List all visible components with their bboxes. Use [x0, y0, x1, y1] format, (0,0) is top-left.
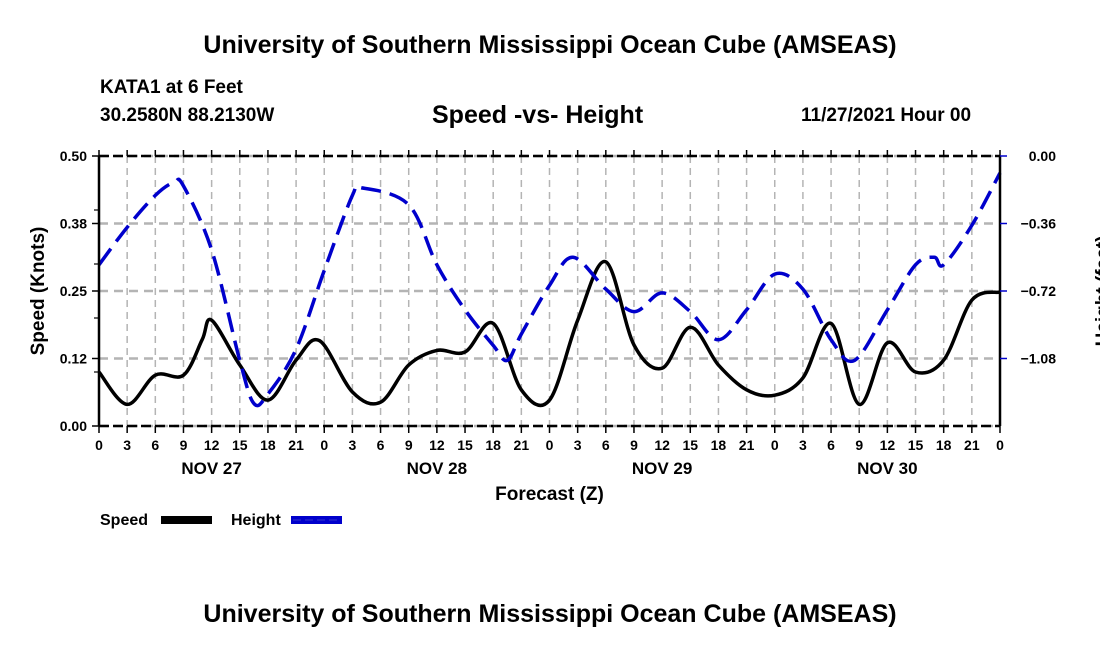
x-tick-label: 6 — [827, 437, 835, 453]
legend-swatch-speed — [161, 516, 212, 524]
x-tick-label: 12 — [204, 437, 220, 453]
x-tick-label: 18 — [936, 437, 952, 453]
y2-axis-title: Height (feet) — [1093, 236, 1100, 347]
x-tick-label: 9 — [855, 437, 863, 453]
y-tick-label: 0.12 — [60, 351, 87, 367]
day-label: NOV 27 — [181, 459, 241, 478]
x-tick-label: 15 — [908, 437, 924, 453]
y2-tick-label: −0.72 — [1021, 283, 1057, 299]
y2-tick-label: −1.08 — [1021, 351, 1057, 367]
x-tick-label: 3 — [349, 437, 357, 453]
x-tick-label: 9 — [180, 437, 188, 453]
x-tick-label: 3 — [123, 437, 131, 453]
x-axis-title: Forecast (Z) — [495, 484, 604, 505]
x-tick-label: 15 — [457, 437, 473, 453]
y-tick-label: 0.50 — [60, 148, 87, 164]
y2-tick-label: −0.36 — [1021, 216, 1057, 232]
x-tick-label: 21 — [288, 437, 304, 453]
legend-swatch-height — [291, 516, 342, 524]
x-tick-label: 9 — [405, 437, 413, 453]
x-tick-label: 9 — [630, 437, 638, 453]
x-tick-label: 18 — [485, 437, 501, 453]
day-label: NOV 30 — [857, 459, 917, 478]
legend-label-speed: Speed — [100, 512, 148, 529]
series-layer — [97, 172, 1002, 408]
x-tick-label: 12 — [429, 437, 445, 453]
x-tick-label: 0 — [320, 437, 328, 453]
x-tick-label: 21 — [739, 437, 755, 453]
x-tick-label: 6 — [377, 437, 385, 453]
legend: Speed Height — [100, 512, 342, 529]
legend-label-height: Height — [231, 512, 281, 529]
axis-labels: 0 3 6 9 12 15 18 21 0 3 6 9 12 15 18 21 0 3 6 9 12 15 18 21 0 3 6 9… — [28, 148, 1100, 505]
x-tick-label: 0 — [546, 437, 554, 453]
main-title: University of Southern Mississippi Ocean… — [203, 31, 897, 59]
x-tick-label: 0 — [771, 437, 779, 453]
x-tick-label: 0 — [996, 437, 1004, 453]
y-axis-title: Speed (Knots) — [28, 227, 49, 356]
coordinates-label: 30.2580N 88.2130W — [100, 105, 275, 126]
x-tick-label: 3 — [799, 437, 807, 453]
forecast-datetime: 11/27/2021 Hour 00 — [801, 105, 972, 126]
y-tick-label: 0.00 — [60, 418, 87, 434]
footer-title: University of Southern Mississippi Ocean… — [203, 600, 897, 628]
station-label: KATA1 at 6 Feet — [100, 77, 243, 98]
x-tick-label: 6 — [602, 437, 610, 453]
x-tick-label: 6 — [151, 437, 159, 453]
x-tick-label: 15 — [232, 437, 248, 453]
y-tick-label: 0.25 — [60, 283, 87, 299]
y-tick-label: 0.38 — [60, 216, 87, 232]
x-tick-label: 18 — [260, 437, 276, 453]
x-tick-label: 0 — [95, 437, 103, 453]
day-label: NOV 29 — [632, 459, 692, 478]
x-tick-label: 12 — [880, 437, 896, 453]
x-tick-label: 15 — [682, 437, 698, 453]
series-line-height — [97, 172, 1002, 408]
x-tick-label: 12 — [654, 437, 670, 453]
day-label: NOV 28 — [407, 459, 467, 478]
chart-title: Speed -vs- Height — [432, 101, 644, 129]
grid — [99, 154, 1000, 428]
x-tick-label: 21 — [514, 437, 530, 453]
x-tick-label: 18 — [711, 437, 727, 453]
y2-tick-label: 0.00 — [1029, 148, 1056, 164]
x-tick-label: 3 — [574, 437, 582, 453]
series-line-speed — [97, 260, 1001, 408]
x-tick-label: 21 — [964, 437, 980, 453]
axes — [92, 150, 1007, 433]
